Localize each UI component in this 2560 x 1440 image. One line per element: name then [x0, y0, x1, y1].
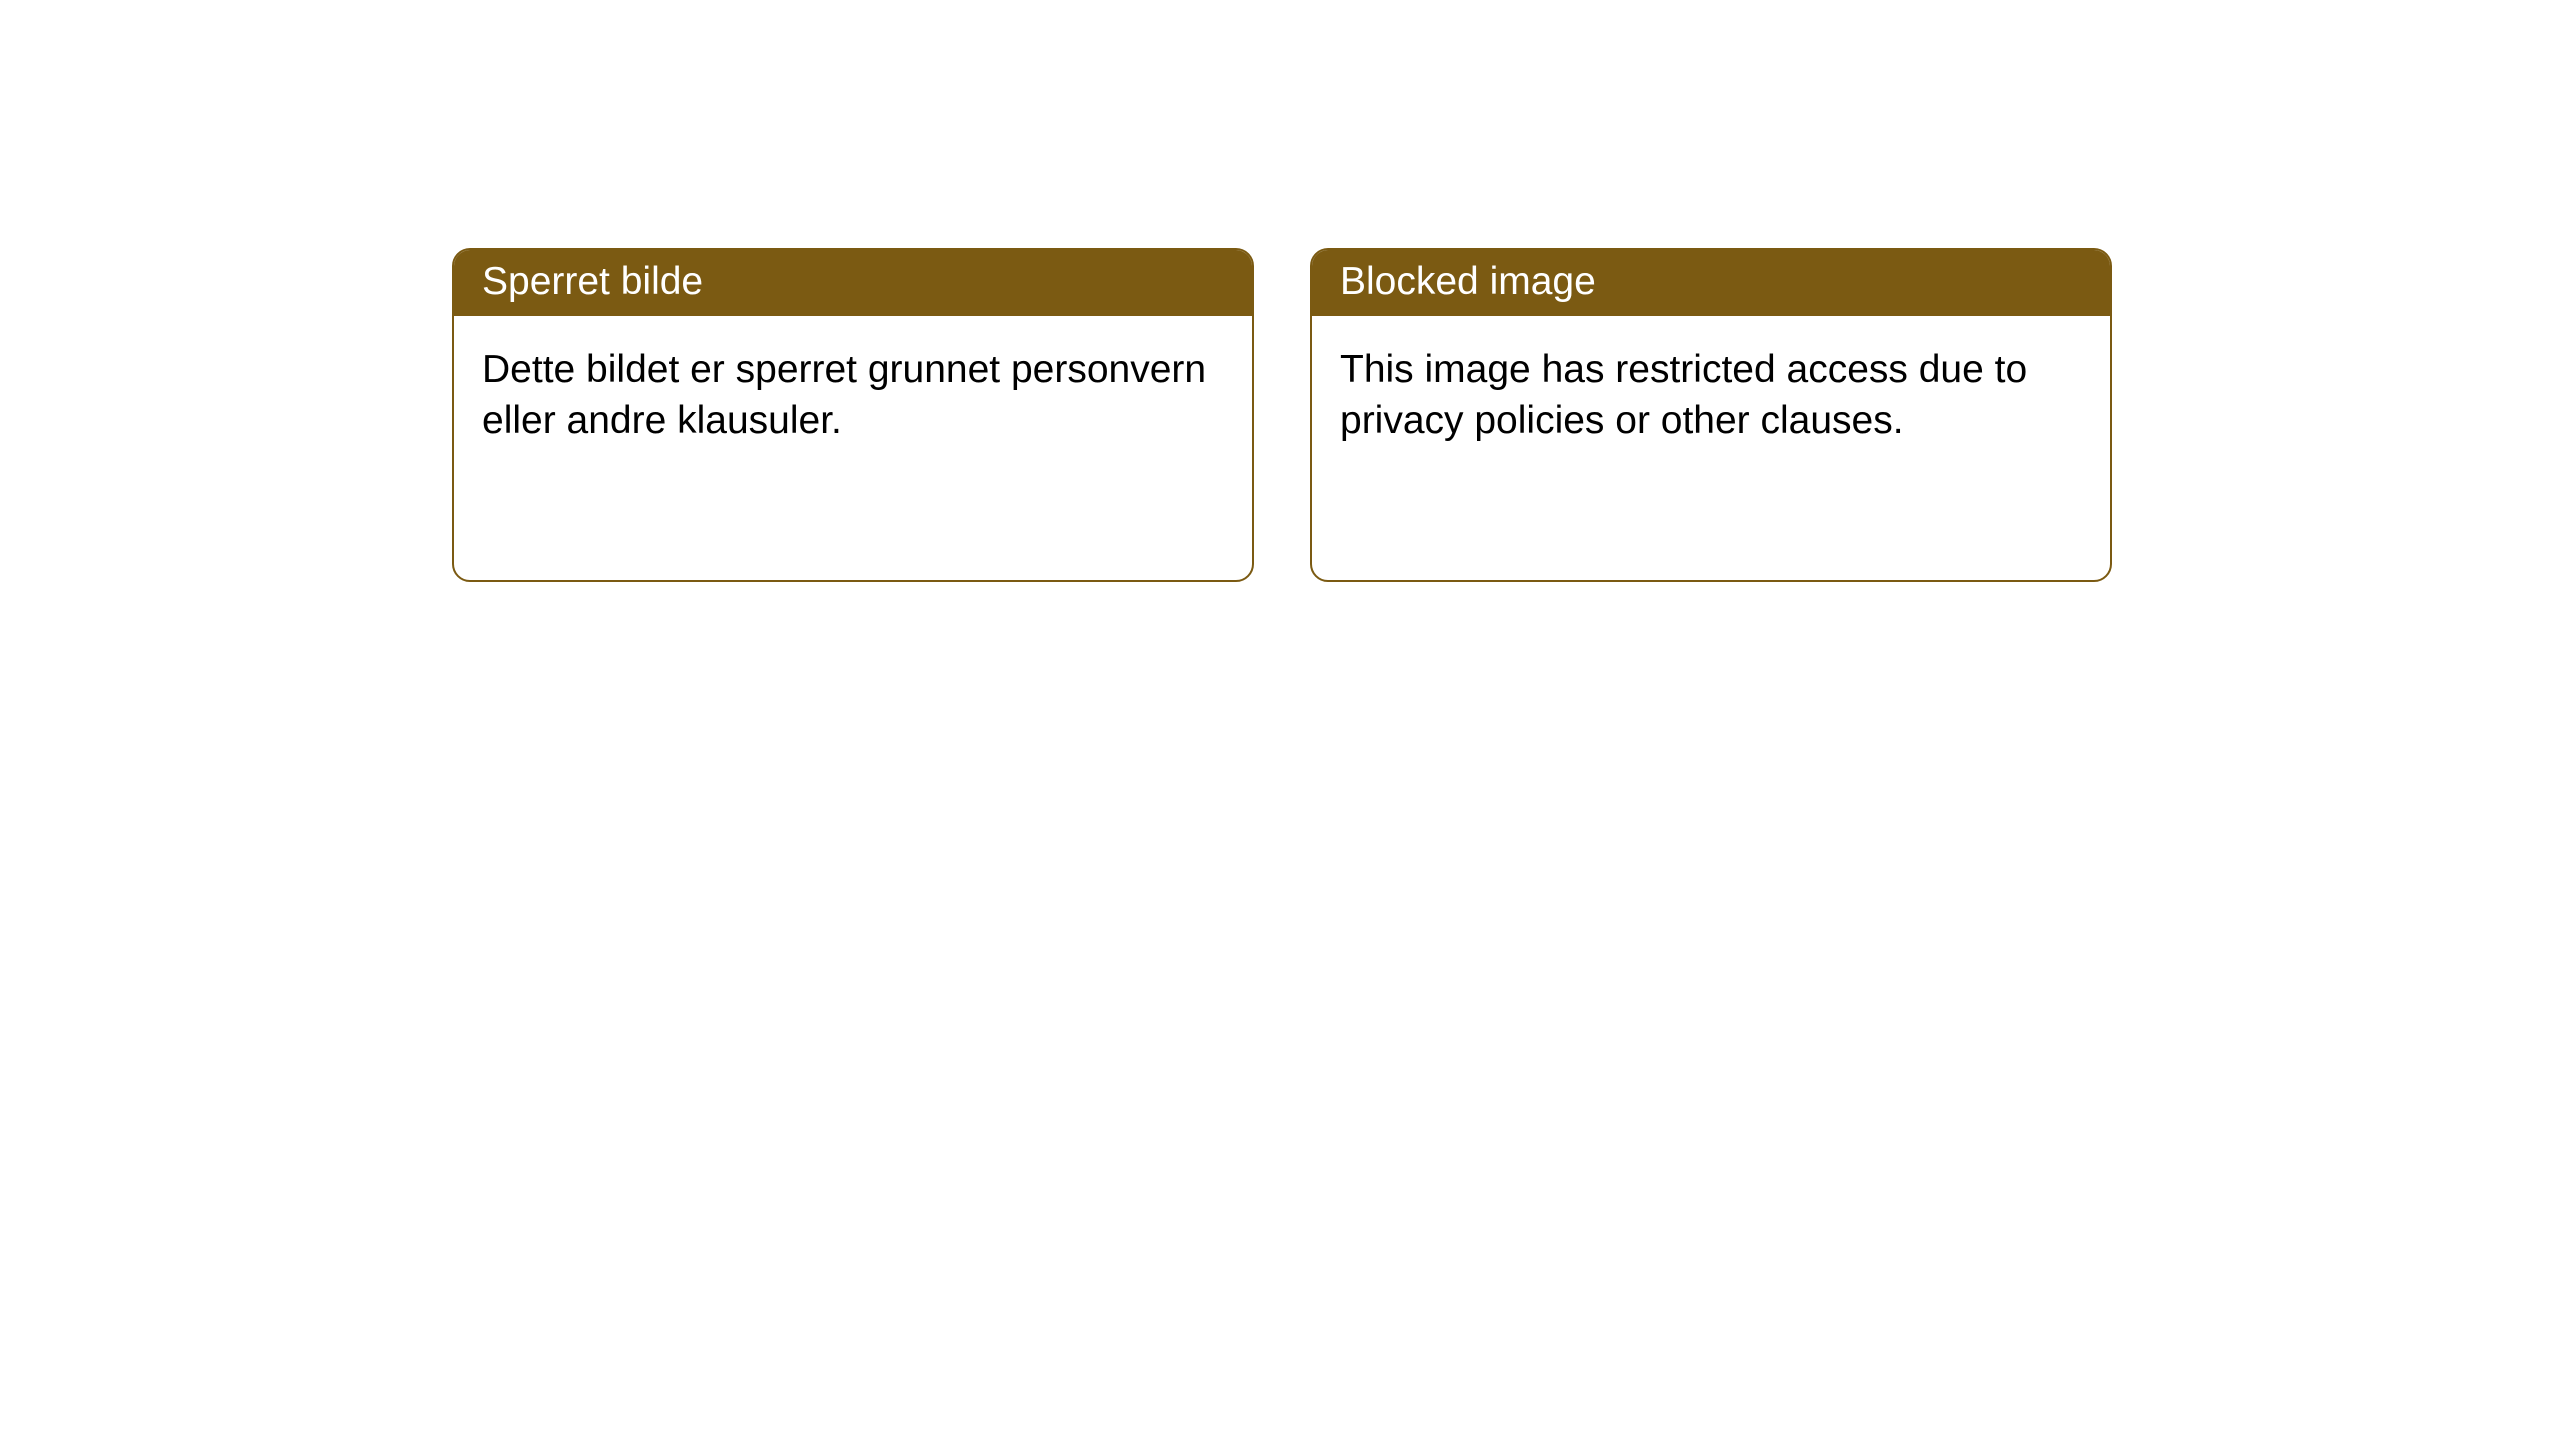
- notice-card-english: Blocked image This image has restricted …: [1310, 248, 2112, 582]
- card-body: Dette bildet er sperret grunnet personve…: [454, 316, 1252, 475]
- notice-container: Sperret bilde Dette bildet er sperret gr…: [0, 0, 2560, 582]
- card-body-text: This image has restricted access due to …: [1340, 348, 2027, 442]
- card-header: Blocked image: [1312, 250, 2110, 316]
- notice-card-norwegian: Sperret bilde Dette bildet er sperret gr…: [452, 248, 1254, 582]
- card-header: Sperret bilde: [454, 250, 1252, 316]
- card-body-text: Dette bildet er sperret grunnet personve…: [482, 348, 1206, 442]
- card-title: Blocked image: [1340, 260, 1596, 303]
- card-body: This image has restricted access due to …: [1312, 316, 2110, 475]
- card-title: Sperret bilde: [482, 260, 703, 303]
